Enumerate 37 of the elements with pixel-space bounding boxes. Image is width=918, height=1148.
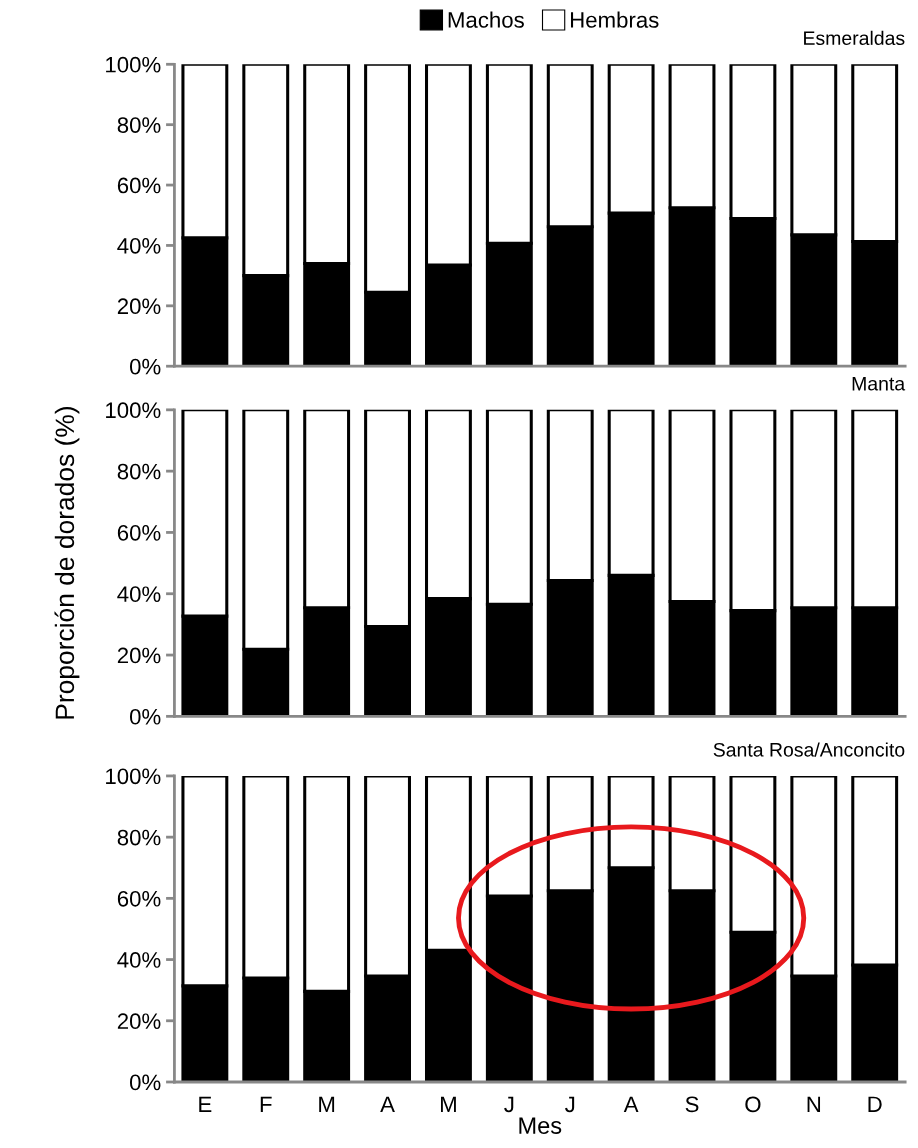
x-axis-title: Mes <box>519 1117 562 1134</box>
y-tick-label: 40% <box>117 237 161 254</box>
x-tick-label: D <box>868 1096 882 1112</box>
y-tick-label: 100% <box>106 768 161 785</box>
y-axis-title: Proporción de dorados (%) <box>54 407 80 719</box>
legend-label: Machos <box>448 11 524 28</box>
y-tick-label: 40% <box>117 586 161 603</box>
y-tick-label: 20% <box>117 298 161 315</box>
x-tick-label: S <box>685 1096 699 1113</box>
legend-label: Hembras <box>570 11 659 28</box>
y-tick-label: 100% <box>106 402 161 419</box>
y-tick-label: 80% <box>117 463 161 480</box>
y-tick-label: 80% <box>117 117 161 133</box>
x-tick-label: M <box>319 1096 335 1112</box>
y-tick-label: 100% <box>106 56 161 73</box>
y-tick-label: 0% <box>129 358 161 375</box>
y-tick-label: 60% <box>117 177 161 194</box>
x-tick-label: J <box>565 1096 575 1113</box>
x-tick-label: J <box>504 1096 514 1113</box>
y-tick-label: 40% <box>117 952 161 968</box>
x-tick-label: M <box>441 1096 456 1112</box>
x-tick-label: O <box>745 1096 761 1113</box>
y-tick-label: 20% <box>117 1013 161 1030</box>
x-tick-label: F <box>260 1096 272 1112</box>
chart-title: Manta <box>852 377 906 391</box>
x-tick-label: N <box>807 1096 821 1112</box>
y-tick-label: 0% <box>129 1074 161 1091</box>
y-tick-label: 0% <box>129 708 161 725</box>
x-tick-label: E <box>199 1096 212 1112</box>
chart-title: Esmeraldas <box>804 30 905 46</box>
chart-title: Santa Rosa/Anconcito <box>713 742 905 757</box>
y-tick-label: 20% <box>117 647 161 664</box>
y-tick-label: 60% <box>117 524 161 541</box>
y-tick-label: 60% <box>117 890 161 907</box>
x-tick-label: A <box>380 1096 395 1112</box>
x-tick-label: A <box>623 1096 639 1112</box>
y-tick-label: 80% <box>117 829 161 846</box>
